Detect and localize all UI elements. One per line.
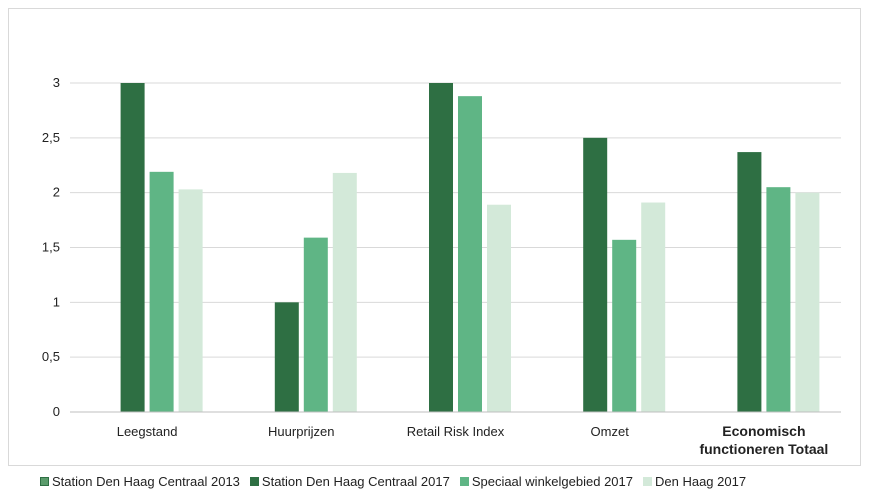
legend: Station Den Haag Centraal 2013 Station De… [40, 472, 746, 490]
legend-swatch [643, 476, 652, 486]
x-category-label: Retail Risk Index [407, 424, 505, 439]
legend-swatch [459, 476, 469, 486]
bar [766, 187, 791, 412]
bar [487, 204, 511, 412]
y-tick-label: 0 [53, 404, 60, 419]
y-tick-label: 2 [53, 185, 60, 200]
bar [612, 239, 637, 412]
bar [641, 202, 666, 412]
x-axis-category-labels: Leegstand Huurprijzen Retail Risk Index Omz… [117, 423, 829, 457]
legend-item: Speciaal winkelgebied 2017 [459, 473, 633, 489]
bar [795, 192, 820, 412]
bar [274, 302, 299, 412]
y-tick-label: 0,5 [42, 349, 60, 364]
bar [149, 171, 174, 412]
bar [458, 96, 482, 412]
x-category-label: Huurprijzen [268, 424, 334, 439]
y-tick-label: 2,5 [42, 130, 60, 145]
legend-label: Station Den Haag Centraal 2017 [261, 473, 450, 489]
y-axis-ticks: 0 0,5 1 1,5 2 2,5 3 [42, 75, 60, 419]
x-category-label: functioneren Totaal [699, 441, 828, 457]
legend-label: Den Haag 2017 [655, 473, 747, 489]
y-tick-label: 1,5 [42, 240, 60, 255]
bar [429, 83, 453, 412]
x-category-label: Economisch [722, 423, 805, 439]
x-category-label: Leegstand [117, 424, 178, 439]
bar [303, 237, 328, 412]
legend-label: Speciaal winkelgebied 2017 [471, 473, 633, 489]
legend-label: Station Den Haag Centraal 2013 [52, 473, 240, 489]
bar [120, 83, 145, 412]
y-tick-label: 3 [53, 75, 60, 90]
legend-swatch [249, 476, 259, 486]
bar [178, 189, 203, 412]
legend-item: Station Den Haag Centraal 2017 [249, 473, 450, 489]
x-category-label: Omzet [591, 424, 630, 439]
legend-item: Station Den Haag Centraal 2013 [40, 474, 240, 489]
bar [583, 137, 608, 413]
legend-swatch [40, 476, 49, 486]
y-tick-label: 1 [53, 294, 60, 309]
legend-item: Den Haag 2017 [643, 474, 746, 489]
bar [737, 152, 762, 412]
bar [332, 172, 357, 412]
bars [120, 83, 820, 413]
